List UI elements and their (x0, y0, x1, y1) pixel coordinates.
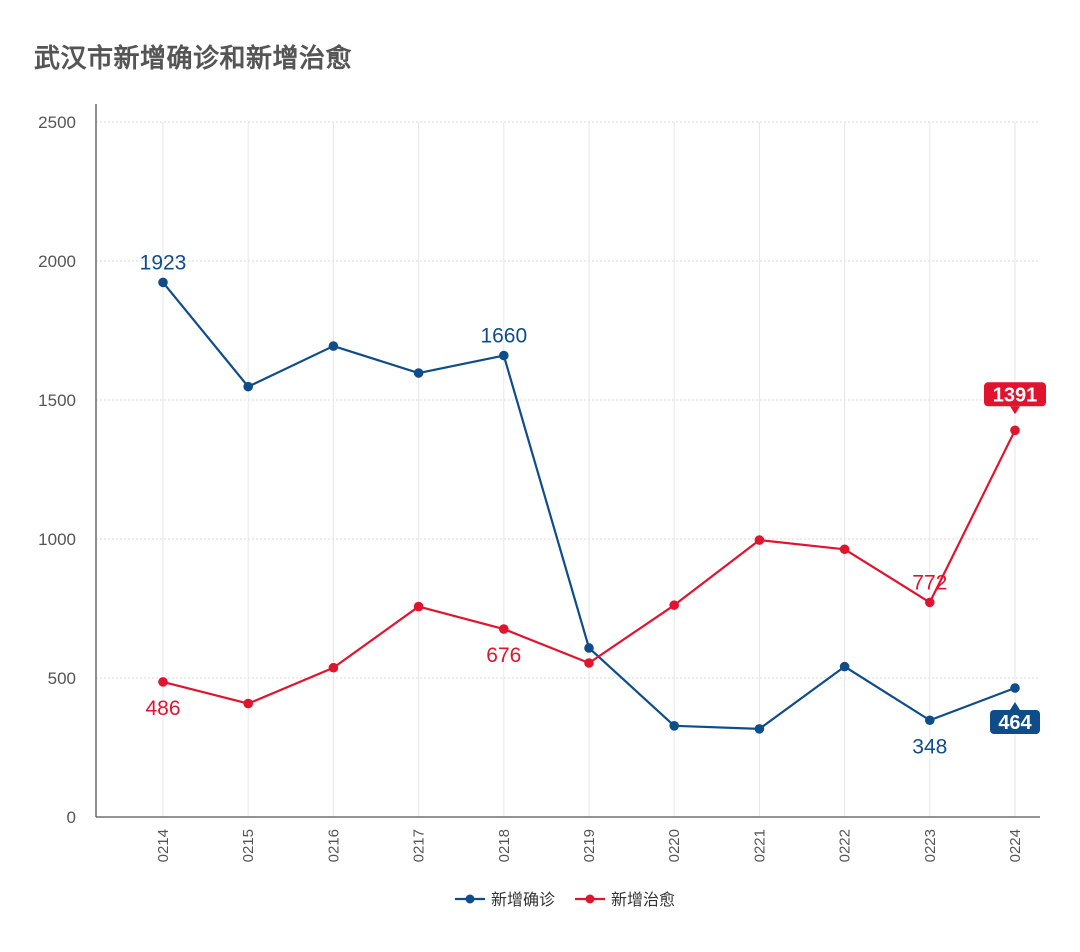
highlight-label-bg (990, 710, 1040, 735)
data-point (1010, 425, 1020, 436)
legend-label: 新增确诊 (491, 890, 555, 909)
y-tick-label: 2000 (38, 252, 76, 271)
data-point (754, 535, 765, 545)
data-point (754, 724, 765, 734)
data-point (158, 277, 168, 288)
data-label: 348 (912, 735, 947, 758)
legend-swatch-dot (465, 894, 475, 904)
data-point (839, 661, 850, 672)
x-tick-label: 0216 (325, 829, 342, 862)
highlight-label-bg (984, 382, 1046, 407)
data-point (584, 643, 594, 653)
y-tick-label: 1500 (38, 391, 76, 410)
y-tick-label: 2500 (38, 113, 76, 132)
chart-title: 武汉市新增确诊和新增治愈 (34, 44, 353, 74)
data-label: 486 (145, 697, 180, 720)
data-point (413, 601, 424, 612)
x-tick-label: 0220 (666, 829, 683, 862)
data-point (243, 698, 253, 709)
highlight-label-text: 1391 (993, 384, 1038, 406)
data-point (499, 350, 509, 361)
data-point (584, 658, 594, 668)
x-tick-label: 0223 (922, 829, 939, 862)
x-tick-label: 0222 (837, 829, 854, 862)
data-point (839, 544, 850, 555)
x-tick-label: 0224 (1007, 829, 1024, 862)
series-2 (158, 425, 1020, 709)
data-point (499, 624, 509, 634)
data-label: 772 (912, 571, 947, 594)
x-tick-label: 0214 (155, 829, 172, 862)
data-point (925, 597, 935, 608)
data-point (669, 600, 679, 610)
data-label: 1923 (140, 251, 187, 274)
y-tick-label: 0 (67, 808, 76, 827)
y-tick-label: 500 (48, 669, 76, 688)
data-point (328, 662, 339, 673)
data-point (243, 381, 253, 392)
data-point (328, 341, 339, 351)
data-label: 676 (486, 644, 521, 667)
data-point (925, 715, 935, 726)
x-tick-label: 0217 (411, 829, 428, 862)
series-layer (158, 277, 1020, 734)
series-1 (158, 277, 1020, 734)
x-tick-label: 0219 (581, 829, 598, 862)
data-label-layer: 1923 1660 348 464 486 676 772 1391 (140, 251, 1046, 758)
legend: 新增确诊 新增治愈 (455, 890, 675, 909)
legend-item-1: 新增确诊 (455, 890, 555, 909)
axis-layer: 0 500 1000 1500 2000 2500 0214 0215 0216 0217 0218… (38, 104, 1040, 862)
highlight-label-pointer (1010, 702, 1020, 711)
x-tick-label: 0218 (496, 829, 513, 862)
legend-label: 新增治愈 (611, 890, 675, 909)
data-point (413, 368, 424, 378)
highlight-label: 1391 (984, 382, 1046, 415)
data-point (158, 677, 168, 687)
data-label: 1660 (480, 325, 527, 348)
legend-swatch-dot (585, 894, 595, 904)
x-tick-label: 0221 (751, 829, 768, 862)
y-tick-label: 1000 (38, 530, 76, 549)
data-point (669, 721, 679, 731)
highlight-label-pointer (1010, 406, 1020, 415)
legend-item-2: 新增治愈 (575, 890, 675, 909)
grid-layer (96, 121, 1040, 817)
highlight-label: 464 (990, 702, 1040, 735)
x-tick-label: 0215 (240, 829, 257, 862)
data-point (1010, 683, 1020, 693)
highlight-label-text: 464 (998, 712, 1032, 734)
